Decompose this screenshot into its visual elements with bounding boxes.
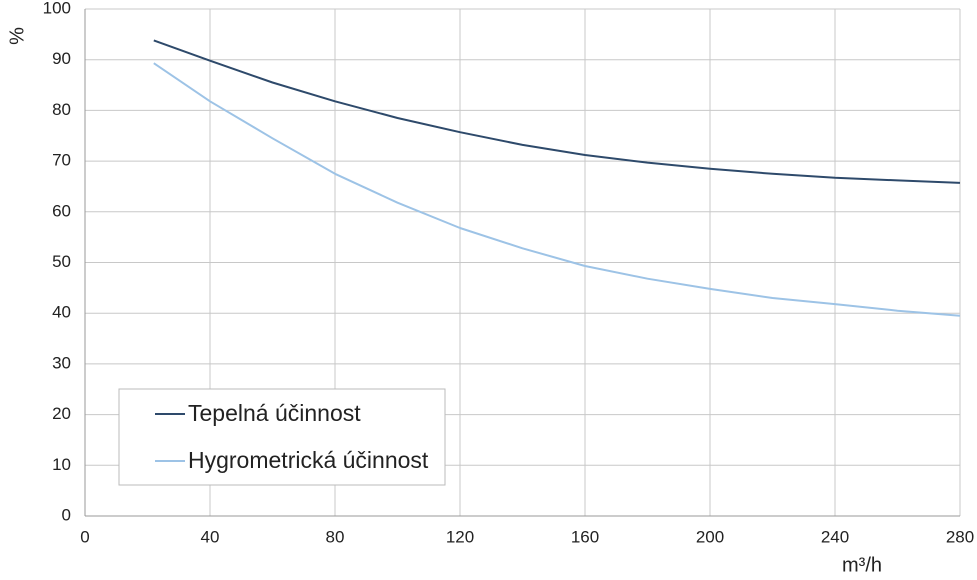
legend-box — [118, 388, 446, 486]
y-tick-label: 50 — [52, 252, 71, 271]
legend: Tepelná účinnost Hygrometrická účinnost — [118, 388, 446, 486]
y-tick-label: 0 — [62, 505, 71, 524]
x-tick-label: 0 — [80, 527, 89, 546]
x-tick-label: 40 — [201, 527, 220, 546]
y-tick-label: 40 — [52, 303, 71, 322]
y-tick-label: 60 — [52, 201, 71, 220]
line-series — [153, 39, 961, 184]
x-tick-label: 160 — [571, 527, 599, 546]
y-tick-label: 100 — [43, 0, 71, 17]
line-series — [153, 62, 961, 317]
legend-label: Hygrometrická účinnost — [188, 447, 429, 473]
x-tick-label: 280 — [946, 527, 974, 546]
x-tick-label: 240 — [821, 527, 849, 546]
x-axis-label: m³/h — [842, 554, 882, 576]
legend-label: Tepelná účinnost — [188, 400, 361, 426]
y-tick-label: 30 — [52, 353, 71, 372]
y-tick-label: 90 — [52, 49, 71, 68]
y-tick-label: 70 — [52, 151, 71, 170]
y-tick-label: 80 — [52, 100, 71, 119]
x-tick-label: 80 — [326, 527, 345, 546]
x-tick-label: 120 — [446, 527, 474, 546]
x-tick-label: 200 — [696, 527, 724, 546]
y-tick-label: 10 — [52, 455, 71, 474]
y-axis-label: % — [6, 27, 28, 45]
y-tick-label: 20 — [52, 404, 71, 423]
